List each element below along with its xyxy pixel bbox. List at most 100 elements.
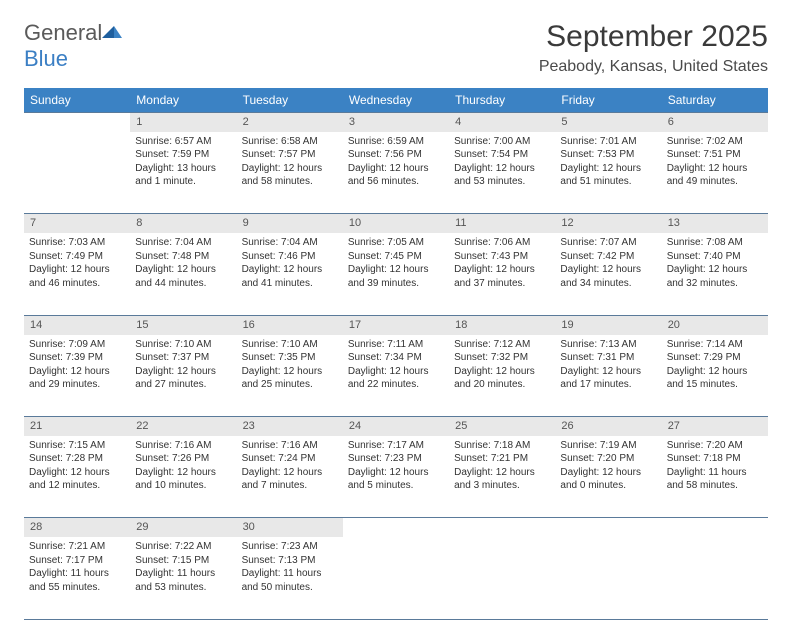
sunset-text: Sunset: 7:42 PM — [560, 250, 656, 264]
sunset-text: Sunset: 7:37 PM — [135, 351, 231, 365]
day-number-cell: 23 — [237, 417, 343, 436]
sunset-text: Sunset: 7:26 PM — [135, 452, 231, 466]
daylight-text: Daylight: 11 hours and 55 minutes. — [29, 567, 125, 594]
day-content-cell: Sunrise: 7:13 AMSunset: 7:31 PMDaylight:… — [555, 335, 661, 417]
sunset-text: Sunset: 7:56 PM — [348, 148, 444, 162]
day-number-cell: 13 — [662, 214, 768, 233]
daylight-text: Daylight: 12 hours and 56 minutes. — [348, 162, 444, 189]
day-content-cell — [24, 132, 130, 214]
logo-word2: Blue — [24, 46, 68, 71]
sunrise-text: Sunrise: 7:00 AM — [454, 135, 550, 149]
day-content-cell: Sunrise: 7:20 AMSunset: 7:18 PMDaylight:… — [662, 436, 768, 518]
day-content-cell: Sunrise: 7:03 AMSunset: 7:49 PMDaylight:… — [24, 233, 130, 315]
weekday-header: Tuesday — [237, 88, 343, 113]
sunrise-text: Sunrise: 7:15 AM — [29, 439, 125, 453]
sunrise-text: Sunrise: 7:02 AM — [667, 135, 763, 149]
sunset-text: Sunset: 7:43 PM — [454, 250, 550, 264]
sunrise-text: Sunrise: 7:20 AM — [667, 439, 763, 453]
daylight-text: Daylight: 12 hours and 10 minutes. — [135, 466, 231, 493]
day-content-cell: Sunrise: 7:18 AMSunset: 7:21 PMDaylight:… — [449, 436, 555, 518]
daylight-text: Daylight: 12 hours and 27 minutes. — [135, 365, 231, 392]
sunrise-text: Sunrise: 6:57 AM — [135, 135, 231, 149]
day-number-cell: 8 — [130, 214, 236, 233]
title-block: September 2025 Peabody, Kansas, United S… — [539, 20, 768, 76]
sunrise-text: Sunrise: 7:19 AM — [560, 439, 656, 453]
daylight-text: Daylight: 12 hours and 7 minutes. — [242, 466, 338, 493]
location: Peabody, Kansas, United States — [539, 58, 768, 76]
sunset-text: Sunset: 7:35 PM — [242, 351, 338, 365]
daylight-text: Daylight: 13 hours and 1 minute. — [135, 162, 231, 189]
daylight-text: Daylight: 12 hours and 34 minutes. — [560, 263, 656, 290]
sunset-text: Sunset: 7:51 PM — [667, 148, 763, 162]
sunrise-text: Sunrise: 7:04 AM — [242, 236, 338, 250]
sunset-text: Sunset: 7:24 PM — [242, 452, 338, 466]
sunset-text: Sunset: 7:49 PM — [29, 250, 125, 264]
daylight-text: Daylight: 12 hours and 49 minutes. — [667, 162, 763, 189]
sunrise-text: Sunrise: 6:59 AM — [348, 135, 444, 149]
day-content-cell: Sunrise: 7:17 AMSunset: 7:23 PMDaylight:… — [343, 436, 449, 518]
daynum-row: 14151617181920 — [24, 315, 768, 334]
day-content-cell: Sunrise: 7:08 AMSunset: 7:40 PMDaylight:… — [662, 233, 768, 315]
day-content-cell: Sunrise: 7:01 AMSunset: 7:53 PMDaylight:… — [555, 132, 661, 214]
day-content-cell: Sunrise: 7:00 AMSunset: 7:54 PMDaylight:… — [449, 132, 555, 214]
day-number-cell — [555, 518, 661, 537]
day-number-cell: 4 — [449, 113, 555, 132]
day-content-cell — [343, 537, 449, 619]
sunset-text: Sunset: 7:31 PM — [560, 351, 656, 365]
daylight-text: Daylight: 12 hours and 53 minutes. — [454, 162, 550, 189]
day-number-cell — [24, 113, 130, 132]
day-content-cell: Sunrise: 7:06 AMSunset: 7:43 PMDaylight:… — [449, 233, 555, 315]
day-number-cell — [449, 518, 555, 537]
logo: General Blue — [24, 20, 122, 72]
weekday-header: Saturday — [662, 88, 768, 113]
daylight-text: Daylight: 12 hours and 3 minutes. — [454, 466, 550, 493]
sunset-text: Sunset: 7:21 PM — [454, 452, 550, 466]
day-content-cell: Sunrise: 7:02 AMSunset: 7:51 PMDaylight:… — [662, 132, 768, 214]
daylight-text: Daylight: 12 hours and 17 minutes. — [560, 365, 656, 392]
day-number-cell: 12 — [555, 214, 661, 233]
sunset-text: Sunset: 7:34 PM — [348, 351, 444, 365]
day-number-cell: 26 — [555, 417, 661, 436]
sunrise-text: Sunrise: 7:18 AM — [454, 439, 550, 453]
daylight-text: Daylight: 12 hours and 15 minutes. — [667, 365, 763, 392]
daylight-text: Daylight: 12 hours and 44 minutes. — [135, 263, 231, 290]
day-content-cell: Sunrise: 7:10 AMSunset: 7:35 PMDaylight:… — [237, 335, 343, 417]
content-row: Sunrise: 7:15 AMSunset: 7:28 PM Daylight:… — [24, 436, 768, 518]
day-number-cell: 9 — [237, 214, 343, 233]
day-content-cell — [555, 537, 661, 619]
daylight-text: Daylight: 12 hours and 22 minutes. — [348, 365, 444, 392]
daylight-text: Daylight: 11 hours and 50 minutes. — [242, 567, 338, 594]
day-content-cell: Sunrise: 7:04 AMSunset: 7:46 PMDaylight:… — [237, 233, 343, 315]
day-content-cell: Sunrise: 7:09 AMSunset: 7:39 PMDaylight:… — [24, 335, 130, 417]
sunrise-text: Sunrise: 7:13 AM — [560, 338, 656, 352]
day-content-cell: Sunrise: 7:15 AMSunset: 7:28 PMDaylight:… — [24, 436, 130, 518]
sunset-text: Sunset: 7:28 PM — [29, 452, 125, 466]
day-number-cell: 20 — [662, 315, 768, 334]
day-number-cell: 10 — [343, 214, 449, 233]
content-row: Sunrise: 7:09 AMSunset: 7:39 PMDaylight:… — [24, 335, 768, 417]
day-content-cell: Sunrise: 7:10 AMSunset: 7:37 PMDaylight:… — [130, 335, 236, 417]
daylight-text: Daylight: 12 hours and 0 minutes. — [560, 466, 656, 493]
daylight-text: Daylight: 12 hours and 46 minutes. — [29, 263, 125, 290]
sunset-text: Sunset: 7:18 PM — [667, 452, 763, 466]
daylight-text: Daylight: 12 hours and 32 minutes. — [667, 263, 763, 290]
weekday-header: Thursday — [449, 88, 555, 113]
day-number-cell: 1 — [130, 113, 236, 132]
sunrise-text: Sunrise: 7:23 AM — [242, 540, 338, 554]
day-number-cell: 6 — [662, 113, 768, 132]
logo-text: General Blue — [24, 20, 122, 72]
day-content-cell: Sunrise: 7:14 AMSunset: 7:29 PMDaylight:… — [662, 335, 768, 417]
content-row: Sunrise: 6:57 AMSunset: 7:59 PMDaylight:… — [24, 132, 768, 214]
month-title: September 2025 — [539, 20, 768, 54]
weekday-header: Sunday — [24, 88, 130, 113]
page-header: General Blue September 2025 Peabody, Kan… — [24, 20, 768, 76]
content-row: Sunrise: 7:03 AMSunset: 7:49 PMDaylight:… — [24, 233, 768, 315]
day-number-cell: 17 — [343, 315, 449, 334]
daylight-text: Daylight: 12 hours and 20 minutes. — [454, 365, 550, 392]
sunrise-text: Sunrise: 7:16 AM — [242, 439, 338, 453]
day-number-cell: 18 — [449, 315, 555, 334]
sunrise-text: Sunrise: 7:08 AM — [667, 236, 763, 250]
daylight-text: Daylight: 12 hours and 41 minutes. — [242, 263, 338, 290]
sunset-text: Sunset: 7:23 PM — [348, 452, 444, 466]
sunrise-text: Sunrise: 6:58 AM — [242, 135, 338, 149]
